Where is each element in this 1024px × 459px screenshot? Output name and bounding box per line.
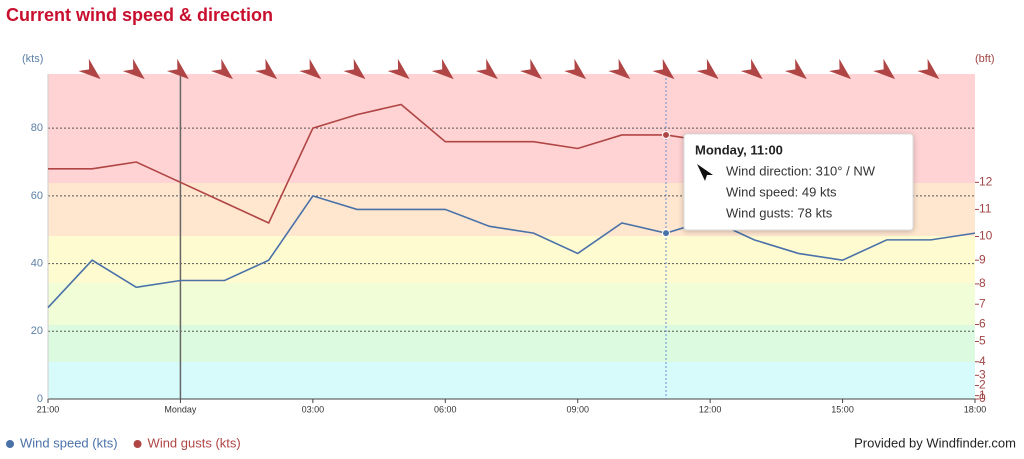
y-tick-label: 60: [31, 190, 43, 202]
y2-tick-label: 11: [979, 202, 992, 216]
direction-arrow: [784, 58, 807, 80]
x-tick-label: 18:00: [964, 404, 987, 414]
direction-arrow: [475, 58, 498, 80]
direction-arrow: [255, 58, 278, 80]
direction-arrow: [917, 58, 940, 80]
direction-arrow: [122, 58, 145, 80]
x-tick-label: 12:00: [699, 404, 722, 414]
direction-arrow: [696, 58, 719, 80]
hover-point: [662, 130, 670, 139]
direction-arrow: [829, 58, 851, 80]
band: [48, 236, 975, 283]
x-tick-label: 06:00: [434, 404, 457, 414]
tooltip-arrow-icon: [697, 164, 713, 181]
direction-arrow: [652, 58, 675, 80]
y2-tick-label: 4: [979, 354, 986, 368]
x-tick-label: 03:00: [302, 404, 325, 414]
y-axis-label: (kts): [22, 53, 43, 65]
y2-tick-label: 1: [979, 388, 986, 402]
direction-arrow: [873, 58, 896, 80]
tooltip-line: Wind gusts: 78 kts: [726, 205, 833, 220]
chart-title: Current wind speed & direction: [6, 5, 273, 25]
x-tick-label: 21:00: [37, 404, 60, 414]
y2-tick-label: 6: [979, 317, 986, 331]
tooltip-title: Monday, 11:00: [695, 142, 783, 157]
y2-axis-label: (bft): [975, 53, 995, 65]
background-bands: [48, 74, 975, 399]
y2-tick-label: 5: [979, 334, 986, 348]
credit: Provided by Windfinder.com: [854, 435, 1016, 450]
legend-marker: [6, 440, 14, 448]
y2-tick-label: 7: [979, 296, 986, 310]
tooltip-line: Wind direction: 310° / NW: [726, 163, 876, 178]
band: [48, 325, 975, 362]
direction-arrow: [740, 58, 763, 80]
direction-arrow: [78, 58, 101, 80]
y-tick-label: 40: [31, 257, 43, 269]
y-tick-label: 80: [31, 122, 43, 134]
band: [48, 362, 975, 399]
direction-arrow: [166, 58, 189, 80]
direction-arrow: [564, 58, 587, 80]
direction-arrow: [608, 58, 631, 80]
direction-arrow: [431, 58, 454, 80]
y-tick-label: 20: [31, 325, 43, 337]
tooltip-box: [683, 133, 914, 231]
series-line: [48, 103, 711, 225]
y2-tick-label: 3: [979, 367, 986, 381]
y2-tick-label: 2: [979, 378, 986, 392]
y2-tick-label: 8: [979, 276, 986, 290]
hover-point: [662, 229, 670, 238]
legend-label: Wind speed (kts): [20, 435, 118, 450]
legend-marker: [133, 440, 142, 448]
direction-arrow: [211, 58, 233, 80]
direction-arrow: [343, 58, 366, 80]
y-tick-label: 0: [37, 393, 43, 405]
tooltip-line: Wind speed: 49 kts: [726, 184, 837, 199]
x-tick-label: 15:00: [831, 404, 854, 414]
series-line: [47, 194, 976, 309]
x-tick-label: Monday: [164, 404, 197, 414]
legend-label: Wind gusts (kts): [148, 435, 241, 450]
tooltip: Monday, 11:00 Wind direction: 310° / NW Wi…: [683, 133, 914, 231]
x-tick-label: 09:00: [566, 404, 589, 414]
y2-tick-label: 0: [979, 391, 986, 405]
direction-arrow: [520, 58, 542, 80]
y2-tick-label: 10: [979, 229, 993, 243]
direction-arrow: [387, 58, 410, 80]
y2-tick-label: 9: [979, 252, 986, 266]
y2-tick-label: 12: [979, 175, 993, 189]
direction-arrow: [299, 58, 322, 80]
band: [48, 283, 975, 325]
